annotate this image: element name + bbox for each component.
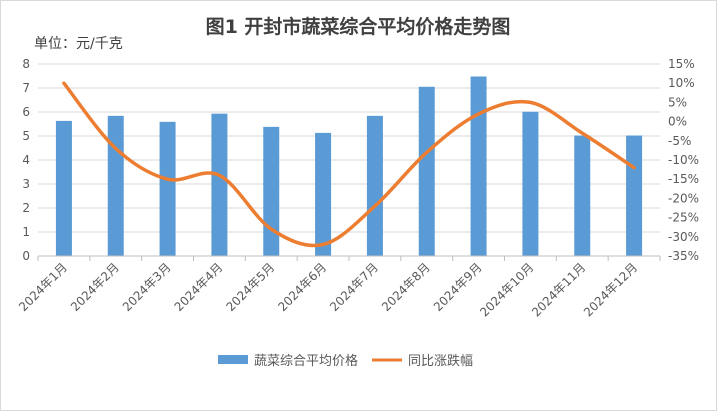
y-left-tick-label: 0 [22,249,30,263]
legend-bar-label: 蔬菜综合平均价格 [254,353,358,369]
x-tick-label: 2024年7月 [327,260,381,314]
chart-title: 图1 开封市蔬菜综合平均价格走势图 [206,15,511,38]
bar [574,135,591,256]
y-right-tick-label: -25% [668,211,699,225]
bar [522,111,539,256]
y-right-tick-label: -15% [668,172,699,186]
bar [626,135,643,256]
bar [366,115,383,256]
x-tick-label: 2024年8月 [379,260,433,314]
y-right-tick-label: -10% [668,153,699,167]
y-right-tick-label: 10% [668,76,695,90]
x-tick-label: 2024年6月 [275,260,329,314]
y-left-tick-label: 4 [22,153,30,167]
bar [211,113,228,257]
bar [159,121,176,256]
bar [263,126,280,256]
y-right-tick-label: 15% [668,57,695,71]
y-left-tick-label: 6 [22,105,30,119]
y-left-tick-label: 7 [22,81,30,95]
line-series-yoy [62,81,636,248]
x-tick-label: 2024年10月 [477,260,536,319]
x-tick-label: 2024年11月 [529,260,588,319]
y-right-tick-label: 0% [668,115,687,129]
legend: 蔬菜综合平均价格 同比涨跌幅 [218,353,473,369]
y-right-tick-label: -5% [668,134,691,148]
y-left-tick-label: 8 [22,57,30,71]
y-right-tick-label: 5% [668,95,687,109]
y-left-tick-label: 5 [22,129,30,143]
y-left-tick-label: 1 [22,225,30,239]
bar [55,120,72,256]
y-left-tick-label: 2 [22,201,30,215]
bar [107,115,124,256]
y-left-tick-label: 3 [22,177,30,191]
y-axis-label: 单位：元/千克 [34,36,123,52]
y-right-tick-label: -30% [668,230,699,244]
x-tick-label: 2024年9月 [431,260,485,314]
legend-bar-swatch [218,355,248,364]
x-tick-label: 2024年1月 [16,260,70,314]
x-tick-label: 2024年3月 [120,260,174,314]
y-right-tick-label: -35% [668,249,699,263]
x-tick-label: 2024年5月 [223,260,277,314]
x-tick-label: 2024年4月 [172,260,226,314]
x-tick-label: 2024年2月 [68,260,122,314]
bar [315,132,332,256]
legend-line-label: 同比涨跌幅 [408,353,473,369]
bar [418,86,435,256]
x-tick-label: 2024年12月 [581,260,640,319]
y-right-tick-label: -20% [668,191,699,205]
bar [470,76,487,256]
